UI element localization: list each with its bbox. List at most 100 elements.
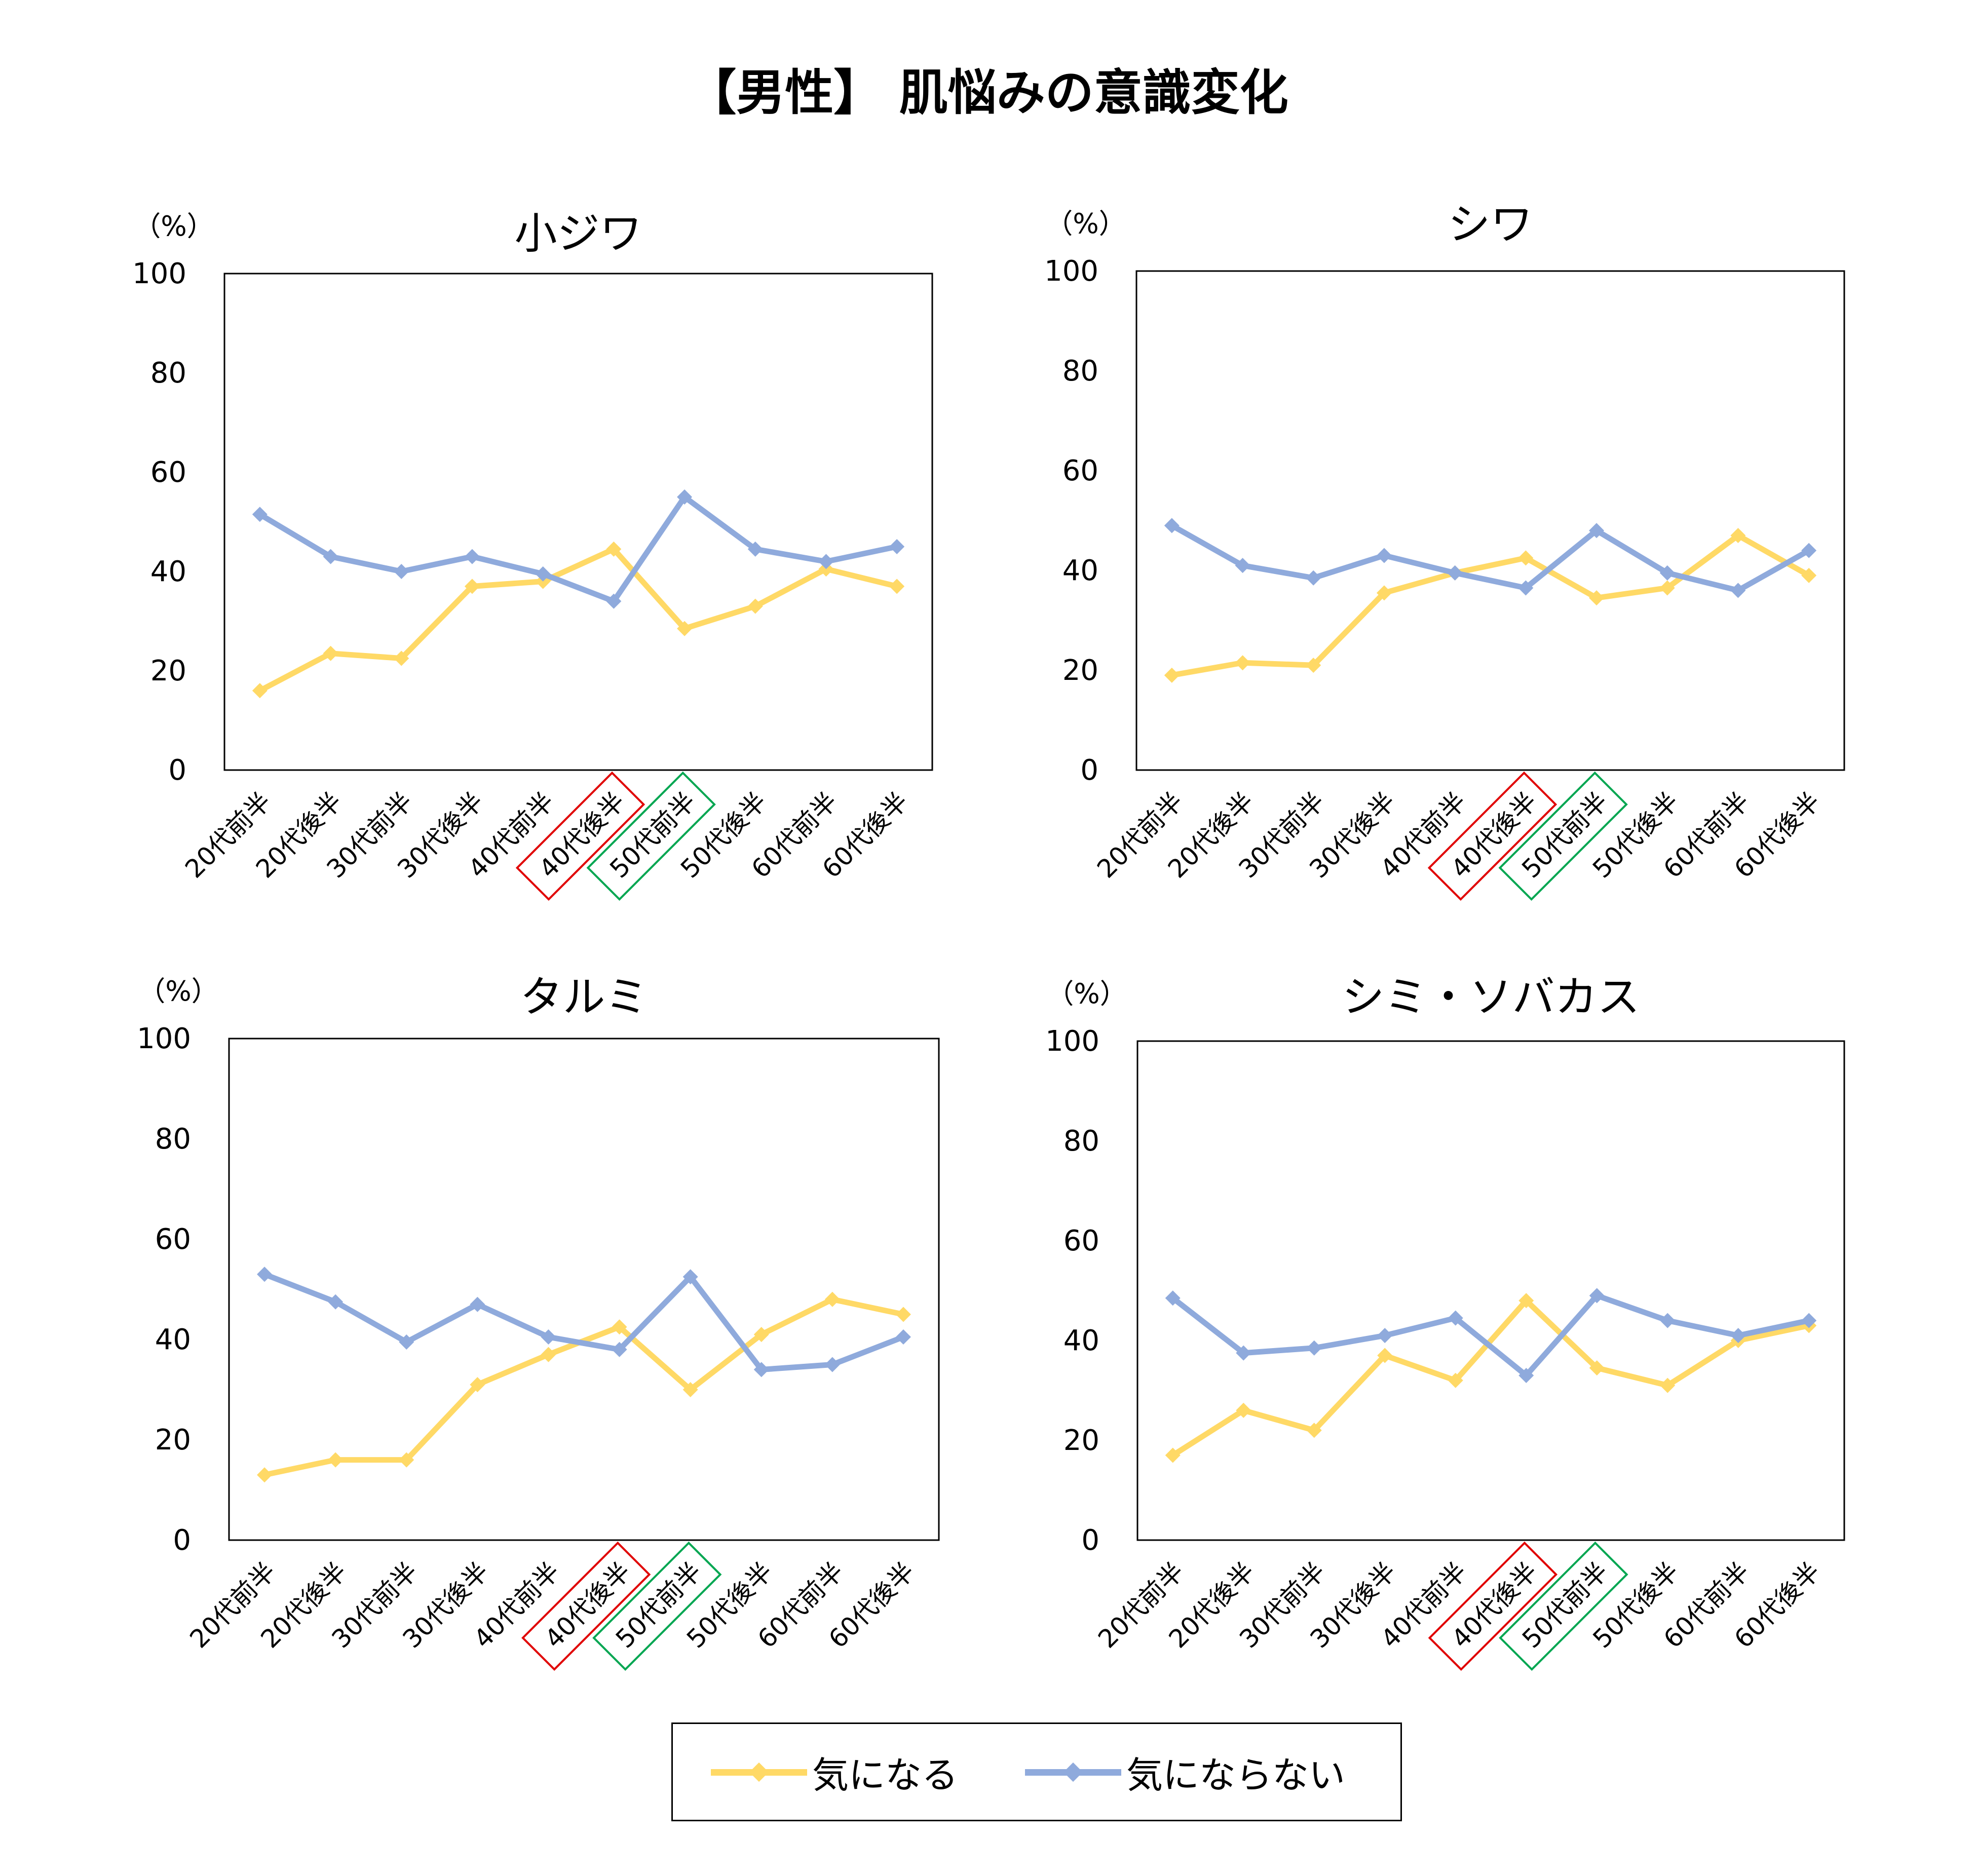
data-point (1235, 558, 1250, 573)
data-point (612, 1342, 627, 1357)
data-point (1730, 1328, 1746, 1344)
legend-item-concerned: 気になる (711, 1724, 958, 1820)
data-point (1801, 543, 1817, 558)
chart-title: シミ・ソバカス (1342, 972, 1640, 1022)
data-point (753, 1362, 769, 1377)
data-point (1518, 550, 1534, 566)
y-tick-label: 100 (1045, 1025, 1099, 1058)
series-line (1170, 523, 1810, 593)
y-tick-label: 100 (137, 1022, 191, 1055)
data-point (1306, 658, 1321, 673)
y-tick-label: 80 (1062, 355, 1098, 388)
y-tick-label: 60 (150, 456, 186, 489)
x-tick-highlight-box (1499, 1541, 1628, 1671)
legend-label-not-concerned: 気にならない (1126, 1754, 1346, 1796)
data-point (1589, 523, 1605, 539)
data-point (1801, 1313, 1817, 1328)
data-point (470, 1296, 485, 1312)
y-tick-label: 40 (1063, 1324, 1099, 1357)
y-tick-label: 0 (1080, 754, 1098, 787)
y-tick-label: 80 (1063, 1125, 1099, 1158)
data-point (895, 1307, 911, 1322)
legend-label-concerned: 気になる (812, 1754, 959, 1796)
chart-title: シワ (1448, 200, 1533, 249)
data-point (1376, 548, 1392, 563)
plot-area (1136, 1040, 1845, 1541)
data-point (252, 683, 268, 699)
y-tick-label: 80 (150, 357, 186, 390)
data-point (535, 566, 551, 582)
data-point (1660, 1377, 1676, 1393)
data-point (399, 1334, 414, 1350)
data-point (1235, 655, 1250, 671)
data-point (1589, 1288, 1605, 1304)
chart-4: シミ・ソバカス（%）02040608010020代前半20代後半30代前半30代… (1045, 972, 1845, 1671)
x-tick-highlight-box (592, 1541, 722, 1671)
chart-title: タルミ (520, 972, 648, 1022)
y-tick-label: 40 (155, 1323, 191, 1356)
y-axis-unit: （%） (1046, 978, 1127, 1010)
data-point (464, 549, 480, 564)
data-point (257, 1467, 273, 1483)
data-point (824, 1291, 840, 1307)
data-point (1164, 667, 1180, 683)
x-tick-highlight-box (521, 1541, 651, 1671)
y-tick-label: 20 (155, 1424, 191, 1457)
data-point (1448, 1310, 1463, 1326)
plot-area (1135, 270, 1845, 771)
y-tick-label: 80 (155, 1123, 191, 1156)
data-point (1306, 1423, 1322, 1438)
data-point (889, 579, 905, 594)
y-tick-label: 20 (1063, 1424, 1099, 1457)
data-point (747, 598, 763, 614)
plot-area (228, 1038, 940, 1541)
data-point (394, 650, 409, 666)
data-point (257, 1267, 273, 1282)
data-point (541, 1347, 556, 1362)
data-point (1589, 590, 1605, 606)
page-title: 【男性】 肌悩みの意識変化 (688, 64, 1288, 121)
data-point (1306, 1340, 1322, 1356)
data-point (612, 1319, 627, 1335)
chart-title: 小ジワ (514, 209, 642, 258)
data-point (470, 1377, 485, 1393)
data-point (895, 1329, 911, 1345)
x-tick-highlight-box (586, 771, 716, 901)
data-point (1448, 1372, 1463, 1388)
data-point (1659, 580, 1675, 596)
data-point (464, 579, 480, 594)
data-point (606, 541, 622, 557)
data-point (541, 1329, 556, 1345)
data-point (682, 1382, 698, 1397)
y-tick-label: 60 (1062, 454, 1098, 487)
data-point (1377, 1348, 1393, 1363)
y-tick-label: 0 (1081, 1524, 1099, 1557)
data-point (399, 1452, 414, 1468)
data-point (1660, 1313, 1676, 1328)
y-tick-label: 100 (1044, 255, 1098, 288)
data-point (682, 1269, 698, 1285)
data-point (252, 507, 268, 522)
data-point (747, 541, 763, 557)
y-tick-label: 40 (1062, 554, 1098, 587)
series-line (258, 494, 898, 604)
data-point (1164, 518, 1180, 533)
legend: 気になる 気にならない (671, 1722, 1402, 1821)
data-point (1447, 565, 1463, 581)
data-point (328, 1452, 344, 1468)
legend-item-not-concerned: 気にならない (1025, 1724, 1345, 1820)
y-axis-unit: （%） (1045, 208, 1126, 240)
data-point (606, 593, 622, 609)
data-point (1236, 1402, 1251, 1418)
y-tick-label: 100 (132, 257, 186, 290)
data-point (323, 645, 338, 661)
data-point (394, 564, 409, 579)
series-line (1171, 1297, 1810, 1458)
data-point (1518, 1293, 1534, 1309)
data-point (1518, 580, 1534, 596)
chart-2: シワ（%）02040608010020代前半20代後半30代前半30代後半40代… (1044, 200, 1845, 901)
y-tick-label: 20 (1062, 654, 1098, 687)
chart-1: 小ジワ（%）02040608010020代前半20代後半30代前半30代後半40… (132, 209, 933, 901)
data-point (1306, 570, 1321, 586)
y-tick-label: 60 (155, 1223, 191, 1256)
